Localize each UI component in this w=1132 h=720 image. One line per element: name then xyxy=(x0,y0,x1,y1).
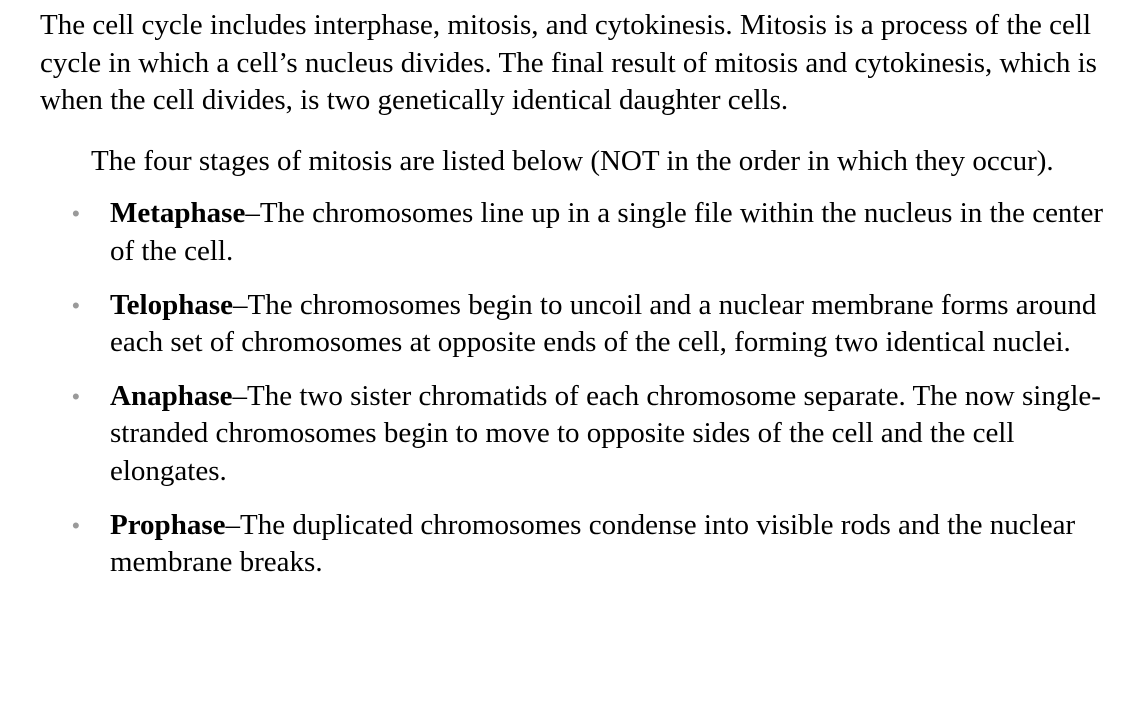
stage-term: Prophase xyxy=(110,508,226,541)
document-page: The cell cycle includes interphase, mito… xyxy=(40,7,1125,598)
bullet-icon: • xyxy=(72,512,80,538)
list-item-prophase: • Prophase–The duplicated chromosomes co… xyxy=(40,507,1125,582)
stage-term: Anaphase xyxy=(110,379,233,412)
bullet-icon: • xyxy=(72,383,80,409)
list-item-metaphase: • Metaphase–The chromosomes line up in a… xyxy=(40,195,1125,270)
list-item-anaphase: • Anaphase–The two sister chromatids of … xyxy=(40,378,1125,491)
bullet-icon: • xyxy=(72,292,80,318)
stage-term: Metaphase xyxy=(110,197,246,230)
stage-description: –The chromosomes line up in a single fil… xyxy=(110,197,1104,267)
stage-description: –The chromosomes begin to uncoil and a n… xyxy=(110,288,1097,359)
list-item-telophase: • Telophase–The chromosomes begin to unc… xyxy=(40,287,1125,362)
stage-term: Telophase xyxy=(110,288,234,321)
stage-description: –The duplicated chromosomes condense int… xyxy=(110,508,1076,579)
stage-description: –The two sister chromatids of each chrom… xyxy=(110,379,1101,487)
intro-paragraph: The cell cycle includes interphase, mito… xyxy=(40,9,1097,117)
mitosis-stages-list: • Metaphase–The chromosomes line up in a… xyxy=(40,195,1125,581)
stages-lead-paragraph: The four stages of mitosis are listed be… xyxy=(91,144,1054,177)
bullet-icon: • xyxy=(72,201,80,227)
